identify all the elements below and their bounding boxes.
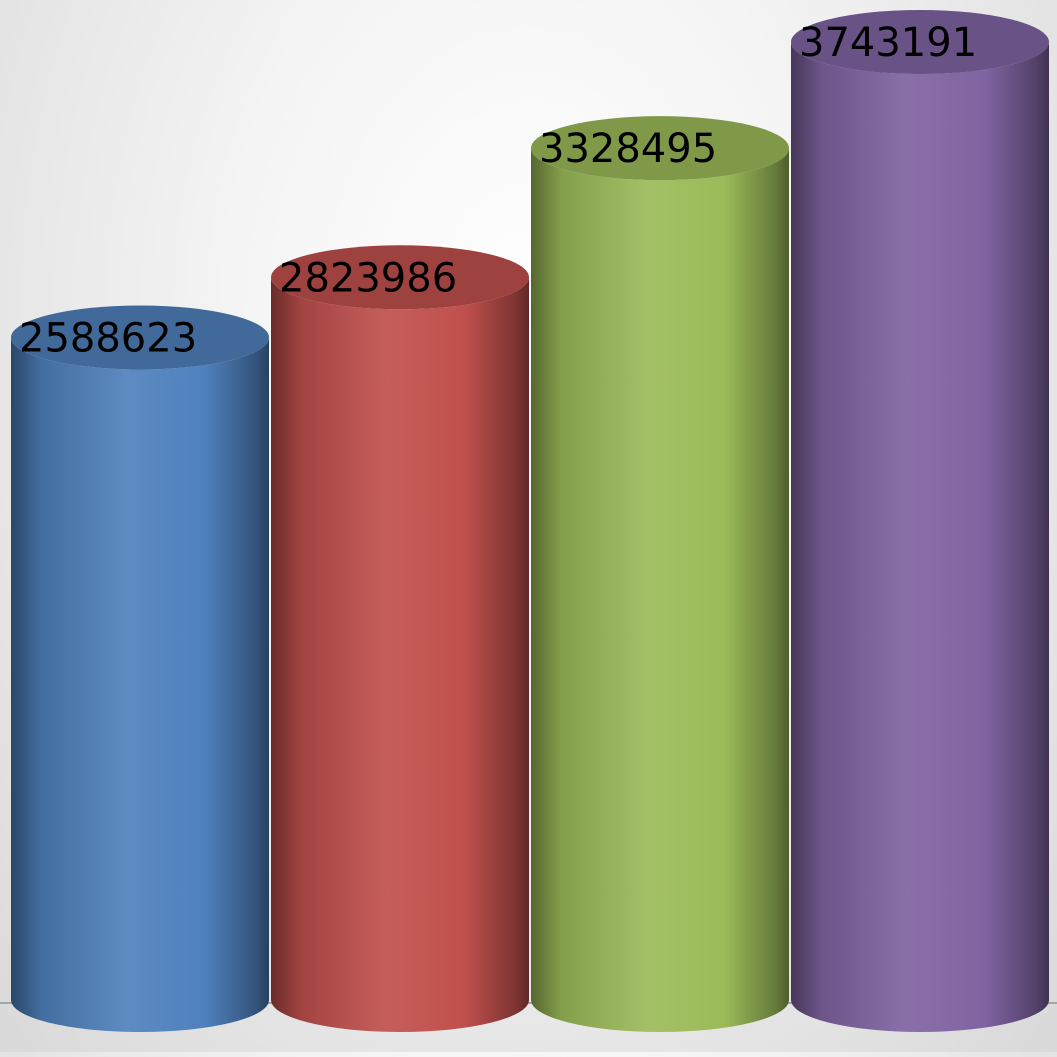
data-label-4: 3743191 — [799, 20, 977, 66]
bar-2 — [271, 245, 529, 1032]
bar-4 — [791, 10, 1049, 1032]
bar-3-top — [531, 116, 789, 181]
bar-4-body — [791, 42, 1049, 1032]
data-label-1: 2588623 — [19, 315, 197, 361]
bar-3 — [531, 116, 789, 1032]
bar-1-top — [11, 305, 269, 370]
bar-3-body — [531, 148, 789, 1032]
labels-layer: 2588623 2823986 3328495 3743191 — [19, 20, 977, 361]
bar-2-top — [271, 245, 529, 310]
bar-1 — [11, 305, 269, 1032]
bars-layer — [11, 10, 1049, 1032]
data-label-3: 3328495 — [539, 126, 717, 172]
data-label-2: 2823986 — [279, 255, 457, 301]
bar-2-body — [271, 277, 529, 1032]
bar-1-body — [11, 337, 269, 1032]
bar-4-top — [791, 10, 1049, 74]
